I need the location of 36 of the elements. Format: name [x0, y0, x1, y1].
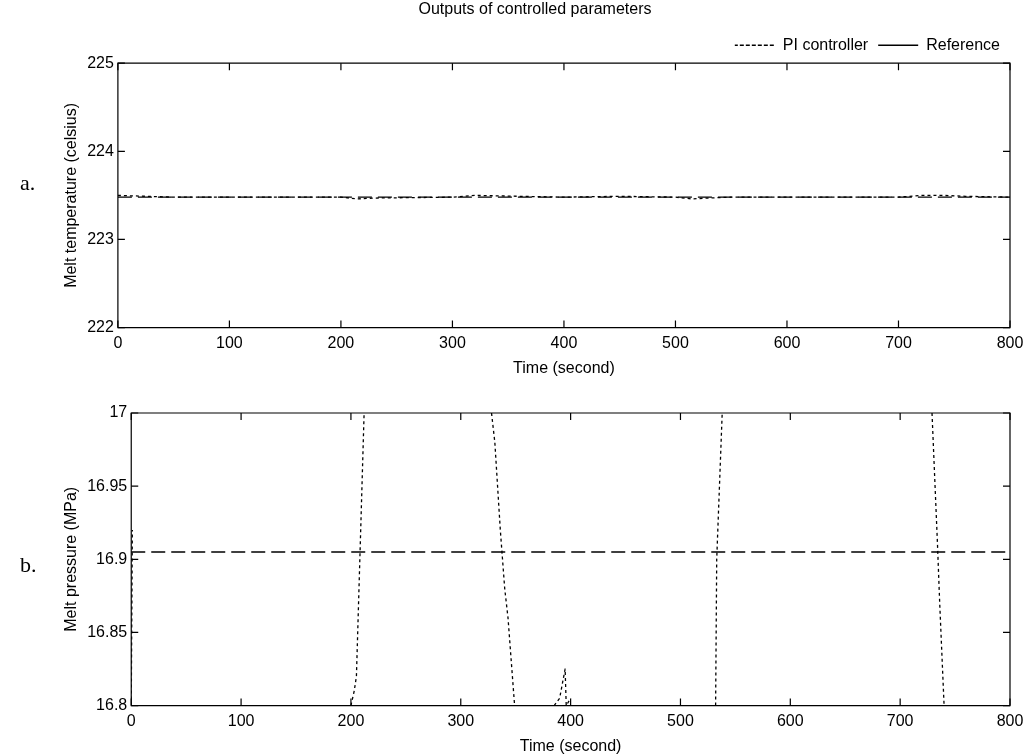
chart-title: Outputs of controlled parameters — [418, 0, 652, 18]
x-tick-label: 800 — [996, 711, 1024, 729]
y-tick-label: 225 — [87, 53, 114, 71]
x-tick-label: 0 — [113, 333, 123, 351]
y-axis-title: Melt pressure (MPa) — [62, 486, 80, 632]
text: b. — [20, 551, 37, 578]
x-tick-label: 300 — [439, 333, 466, 351]
y-axis-title: Melt temperature (celsius) — [62, 102, 80, 288]
y-tick-label: 223 — [87, 229, 114, 247]
legend-label: Reference — [926, 35, 1001, 53]
legend-label: PI controller — [782, 35, 869, 53]
x-tick-label: 300 — [447, 711, 475, 729]
x-tick-label: 600 — [773, 333, 801, 351]
x-tick-label: 0 — [126, 711, 136, 729]
x-tick-label: 800 — [996, 333, 1024, 351]
x-tick-label: 400 — [557, 711, 585, 729]
x-axis-title: Time (second) — [519, 736, 622, 754]
x-tick-label: 200 — [327, 333, 355, 351]
x-axis-title: Time (second) — [513, 358, 615, 376]
y-tick-label: 222 — [87, 318, 114, 336]
y-tick-label: 16.9 — [96, 549, 128, 567]
text: a. — [20, 170, 36, 197]
y-tick-label: 224 — [87, 141, 114, 159]
y-tick-label: 16.85 — [87, 622, 128, 640]
y-tick-label: 17 — [109, 403, 128, 421]
x-tick-label: 600 — [776, 711, 804, 729]
x-tick-label: 700 — [886, 711, 914, 729]
x-tick-label: 700 — [885, 333, 912, 351]
x-tick-label: 500 — [662, 333, 689, 351]
y-tick-label: 16.8 — [96, 696, 128, 714]
x-tick-label: 100 — [216, 333, 243, 351]
x-tick-label: 200 — [337, 711, 365, 729]
x-tick-label: 400 — [550, 333, 578, 351]
x-tick-label: 500 — [667, 711, 694, 729]
y-tick-label: 16.95 — [87, 476, 128, 494]
x-tick-label: 100 — [227, 711, 255, 729]
